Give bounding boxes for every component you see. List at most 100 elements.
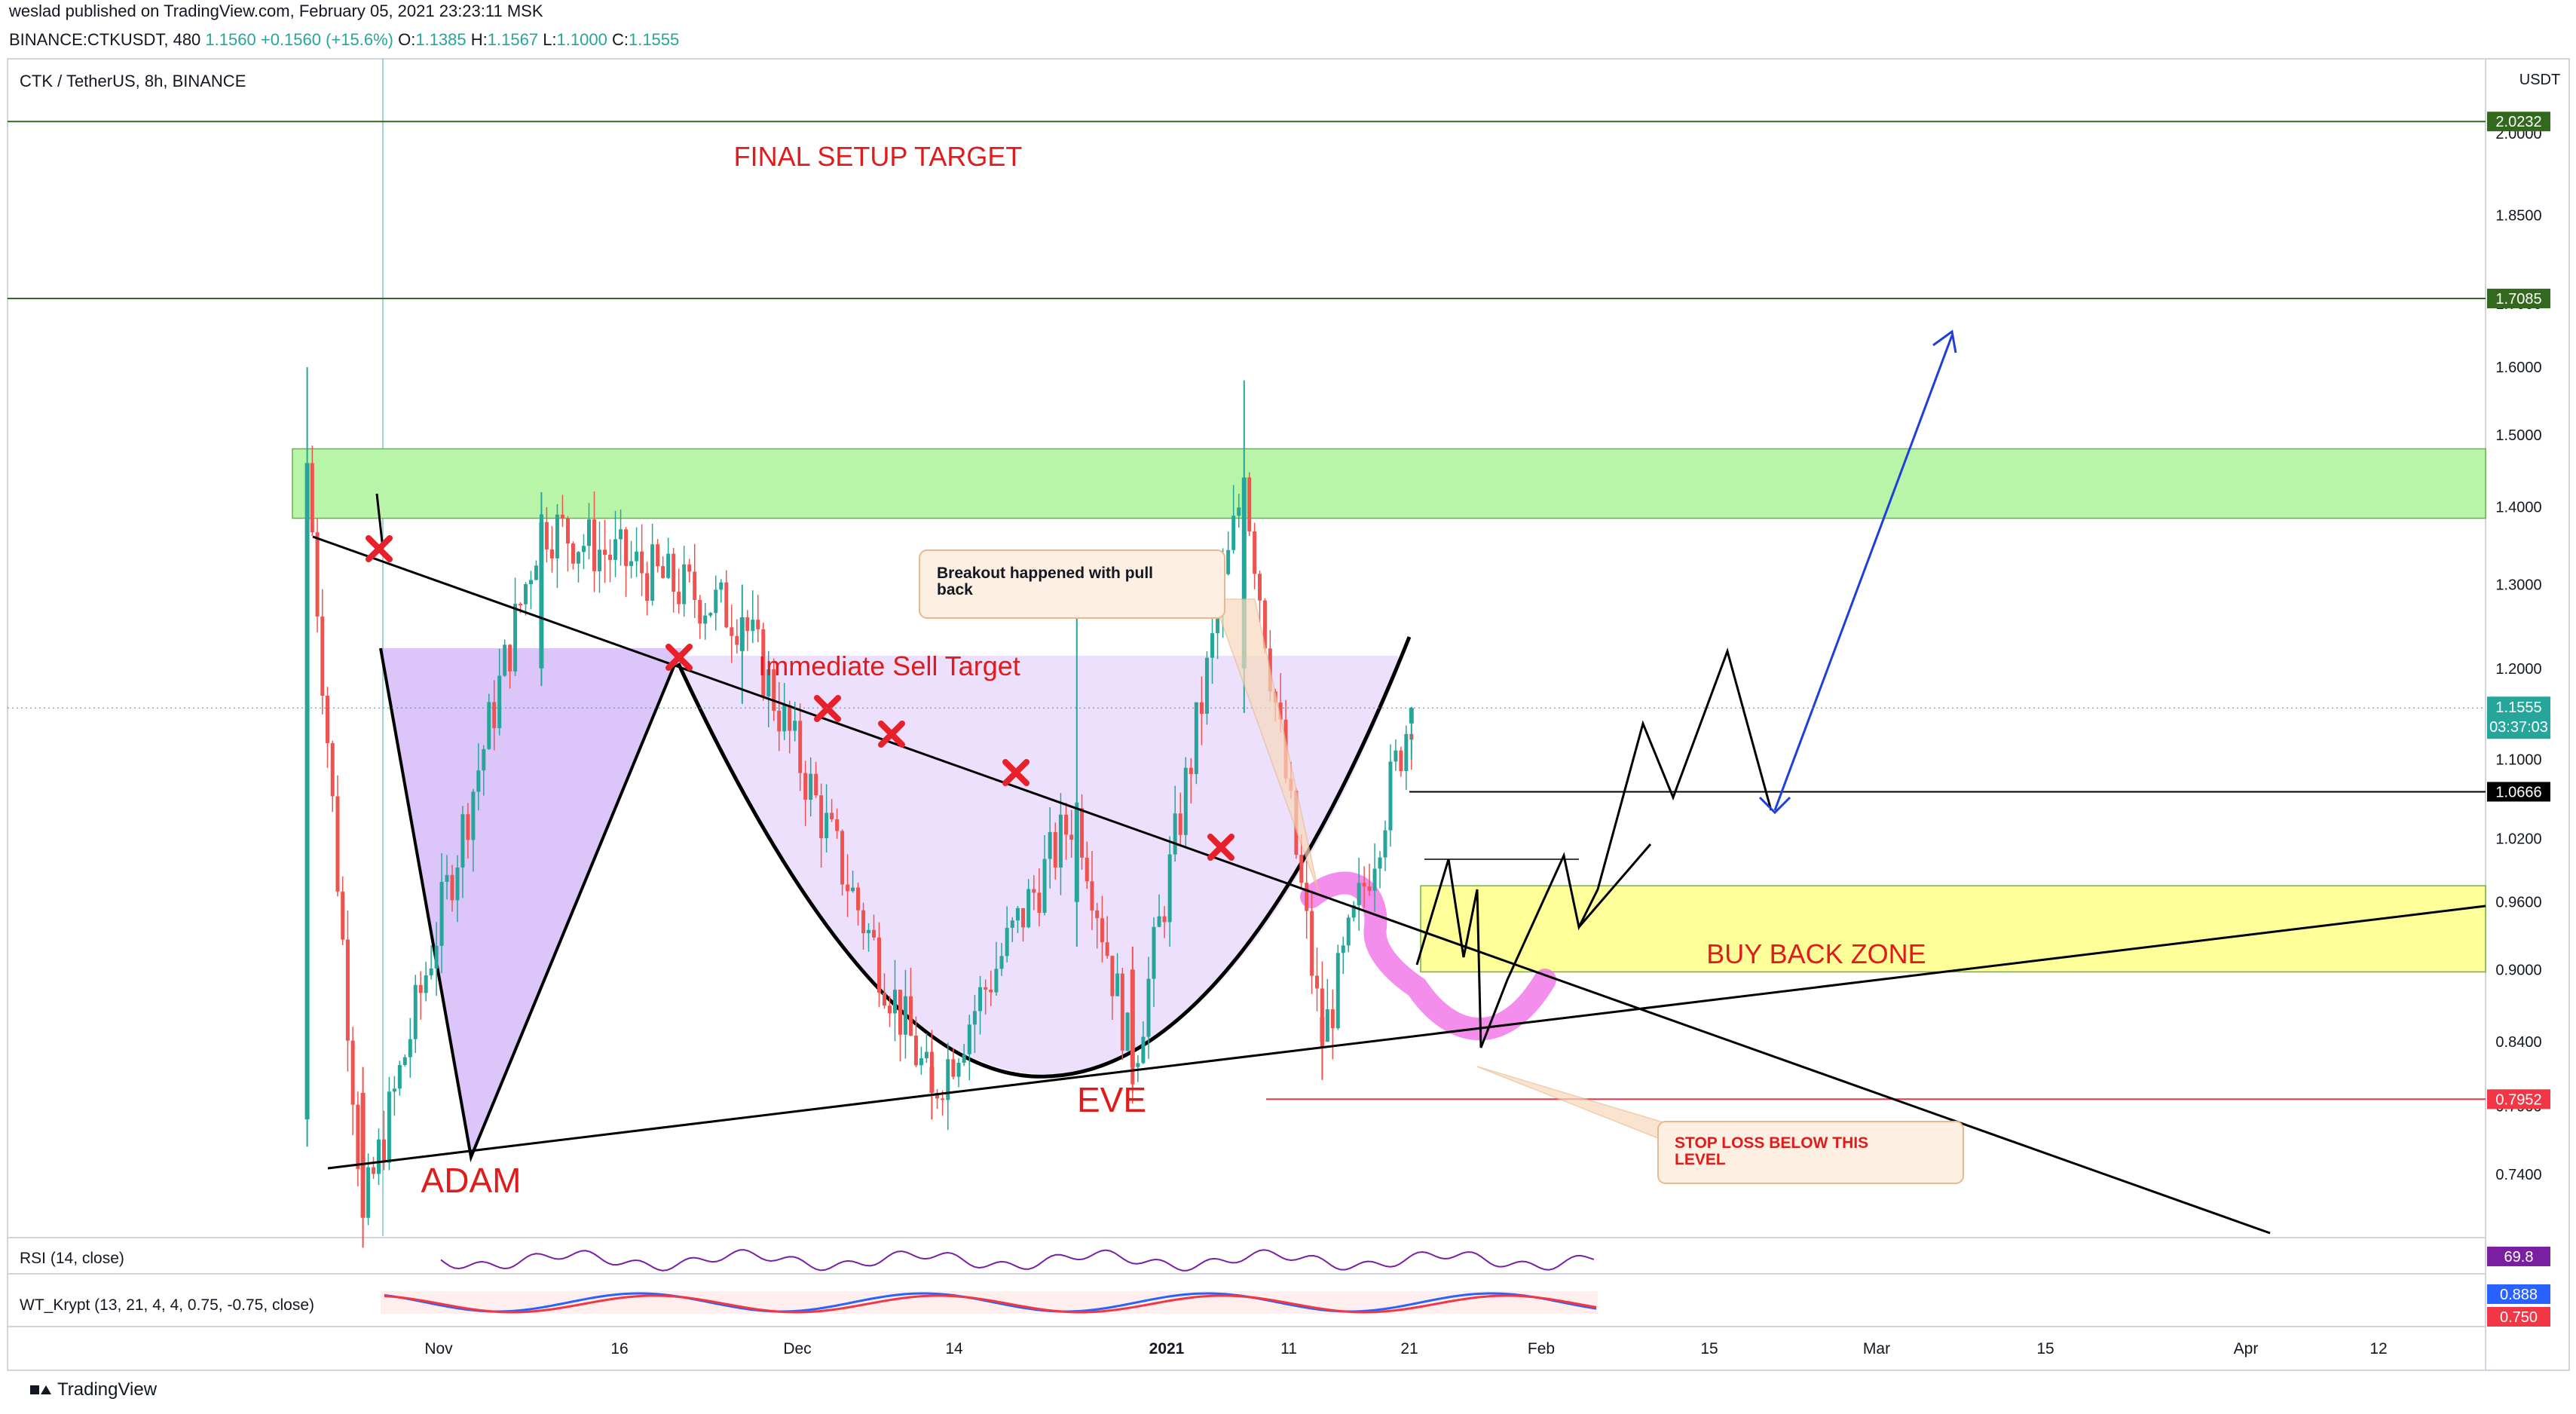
candle-body [924,1051,929,1059]
candle-body [1026,889,1031,928]
candle-body [1146,978,1151,1037]
candle-body [1330,1009,1335,1029]
x-mark-3 [814,695,841,722]
x-mark-5 [1002,759,1029,786]
drawings-layer [312,329,2486,1235]
candle-body [629,561,634,566]
y-tick-17: 1.0200 [2495,831,2541,847]
candle-body [471,791,476,840]
candle-body [1404,733,1409,772]
levels-layer [8,121,2486,1100]
zones-layer [292,448,2486,973]
candle-body [898,990,902,1035]
candle-body [751,620,755,632]
ohlc-bar: BINANCE:CTKUSDT, 480 1.1560 +0.1560 (+15… [9,30,679,50]
tradingview-brand[interactable]: TradingView [30,1379,157,1400]
candle-body [1080,808,1085,858]
candle-body [1378,857,1382,869]
candle-body [1325,1009,1329,1042]
price-unit: USDT [2519,72,2560,88]
chart-frame [7,58,2570,1371]
candle-body [1105,942,1109,956]
candle-body [619,529,623,540]
low-value: 1.1000 [556,30,607,49]
candle-body [1085,857,1089,882]
candle-body [1278,702,1283,720]
candle-body [345,939,350,1041]
indicator-panes: RSI (14, close) 69.8 WT_Krypt (13, 21, 4, … [20,1247,2550,1327]
candle-body [1015,907,1020,921]
level-badge-text-4: 1.7085 [2495,291,2541,308]
candle-body [677,592,681,604]
candle-body [1064,814,1069,835]
candle-body [656,544,660,567]
candle-body [861,910,866,934]
projection-zigzag [1415,647,1773,1048]
candle-Jan-21 [1241,477,1247,669]
candle-body [413,984,418,1039]
y-tick-9: 1.8500 [2495,208,2541,225]
candle-body [999,956,1004,969]
open-value: 1.1385 [415,30,467,49]
x-mark-6 [1207,834,1234,861]
candle-body [408,1039,412,1057]
candle-body [1226,549,1231,574]
candle-body [320,616,325,696]
y-tick-19: 0.9000 [2495,962,2541,978]
candle-body [1115,973,1120,996]
candle-body [978,987,983,1012]
current-price-text: 1.1555 [2495,699,2541,716]
candle-body [341,891,345,940]
zone-3 [1420,885,2486,973]
brand-label: TradingView [57,1379,158,1400]
stop-callout-line-2: LEVEL [1675,1151,1726,1168]
candle-body [434,945,439,969]
adam-v-line [379,647,680,1163]
x-tick-12: Apr [2234,1340,2259,1357]
candle-body [1372,868,1377,891]
wt-badge-1 [2487,1284,2550,1304]
candle-body [376,1139,381,1174]
y-tick-12: 1.5000 [2495,427,2541,444]
final-target-label: FINAL SETUP TARGET [734,141,1023,172]
candle-body [1110,956,1115,996]
candle-body [1005,927,1009,956]
x-tick-8: Feb [1528,1340,1555,1357]
candle-body [315,532,320,617]
candle-body [1090,881,1094,911]
descending-trendline [312,535,2271,1235]
candle-body [989,989,993,993]
candle-body [565,518,570,544]
candle-body [1189,767,1193,774]
candle-Jan-28 [1320,1017,1325,1042]
candle-body [326,696,330,743]
candle-Feb-5 [1409,708,1414,724]
eve-cup-line [676,636,1412,1079]
close-label: C: [611,30,629,49]
candle-body [1351,905,1356,918]
candle-body [581,546,586,552]
candle-body [330,742,335,797]
candle-body [994,969,999,993]
candle-body [919,1058,923,1066]
countdown-text: 03:37:03 [2489,719,2548,736]
candle-body [809,773,813,800]
candle-body [519,604,523,606]
rsi-badge [2487,1247,2550,1266]
candle-body [392,1088,396,1092]
candle-body [1120,973,1124,1051]
candle-body [788,705,792,731]
rsi-label: RSI (14, close) [20,1250,124,1267]
candle-body [825,813,829,839]
x-tick-10: Mar [1863,1340,1890,1357]
price-axis: 2.00001.85001.70001.60001.50001.40001.30… [8,112,2550,1183]
y-tick-14: 1.3000 [2495,577,2541,594]
eve-label: EVE [1077,1080,1146,1119]
candle-body [335,796,340,892]
candle-body [366,1167,371,1218]
short-channel-line [1577,843,1652,928]
candle-body [387,1091,391,1163]
candle-body [851,887,855,892]
eve-cup-fill [678,656,1398,1075]
